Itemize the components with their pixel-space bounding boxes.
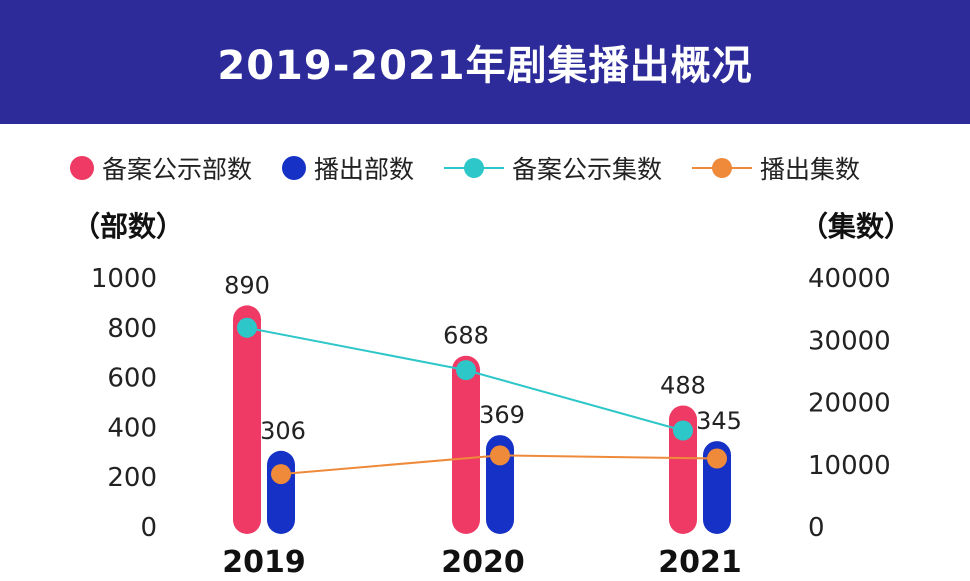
left-axis-tick-label: 0 (140, 513, 157, 543)
left-axis-tick-label: 200 (107, 463, 157, 493)
left-axis-tick-label: 800 (107, 314, 157, 344)
category-label: 2020 (441, 545, 525, 580)
point-aired-episodes (271, 464, 291, 485)
legend-item-record-episodes: 备案公示集数 (444, 150, 662, 186)
legend-item-aired-episodes: 播出集数 (692, 150, 860, 186)
legend-label: 播出部数 (314, 155, 415, 184)
point-record-episodes (673, 420, 693, 441)
category-label: 2021 (658, 545, 742, 580)
right-axis-tick-label: 20000 (808, 389, 891, 419)
legend-line-icon (444, 156, 505, 180)
data-label-record-count: 488 (660, 371, 706, 399)
legend-dot-icon (70, 156, 94, 180)
right-axis-tick-label: 0 (808, 513, 825, 543)
legend-line-icon (692, 156, 753, 180)
bar-record-count (452, 355, 480, 534)
data-label-record-count: 890 (224, 271, 270, 299)
left-axis-title: （部数） (72, 210, 185, 243)
right-axis-tick-label: 30000 (808, 326, 891, 356)
left-axis-tick-label: 1000 (91, 264, 157, 294)
legend-label: 备案公示集数 (512, 155, 663, 184)
chart-title: 2019-2021年剧集播出概况 (217, 43, 753, 89)
left-axis-tick-label: 600 (107, 364, 157, 394)
legend-item-aired-count: 播出部数 (282, 150, 414, 186)
bar-record-count (233, 305, 261, 534)
left-axis-tick-label: 400 (107, 413, 157, 443)
point-aired-episodes (707, 448, 727, 469)
data-label-aired-count: 306 (260, 417, 306, 445)
point-record-episodes (456, 360, 476, 381)
data-label-record-count: 688 (443, 322, 489, 350)
category-label: 2019 (222, 545, 306, 580)
data-label-aired-count: 369 (479, 401, 525, 429)
legend-dot-icon (282, 156, 307, 180)
right-axis-tick-label: 40000 (808, 264, 891, 294)
data-label-aired-count: 345 (696, 407, 742, 435)
legend: 备案公示部数 播出部数 备案公示集数 播出集数 (70, 148, 890, 188)
right-axis-title: （集数） (800, 210, 913, 243)
right-axis-tick-label: 10000 (808, 451, 891, 481)
bar-aired-count (267, 450, 295, 534)
header-banner: 2019-2021年剧集播出概况 (0, 0, 970, 124)
point-aired-episodes (490, 445, 510, 466)
legend-label: 播出集数 (760, 155, 861, 184)
point-record-episodes (237, 317, 257, 338)
legend-label: 备案公示部数 (102, 155, 253, 184)
legend-item-record-count: 备案公示部数 (70, 150, 252, 186)
